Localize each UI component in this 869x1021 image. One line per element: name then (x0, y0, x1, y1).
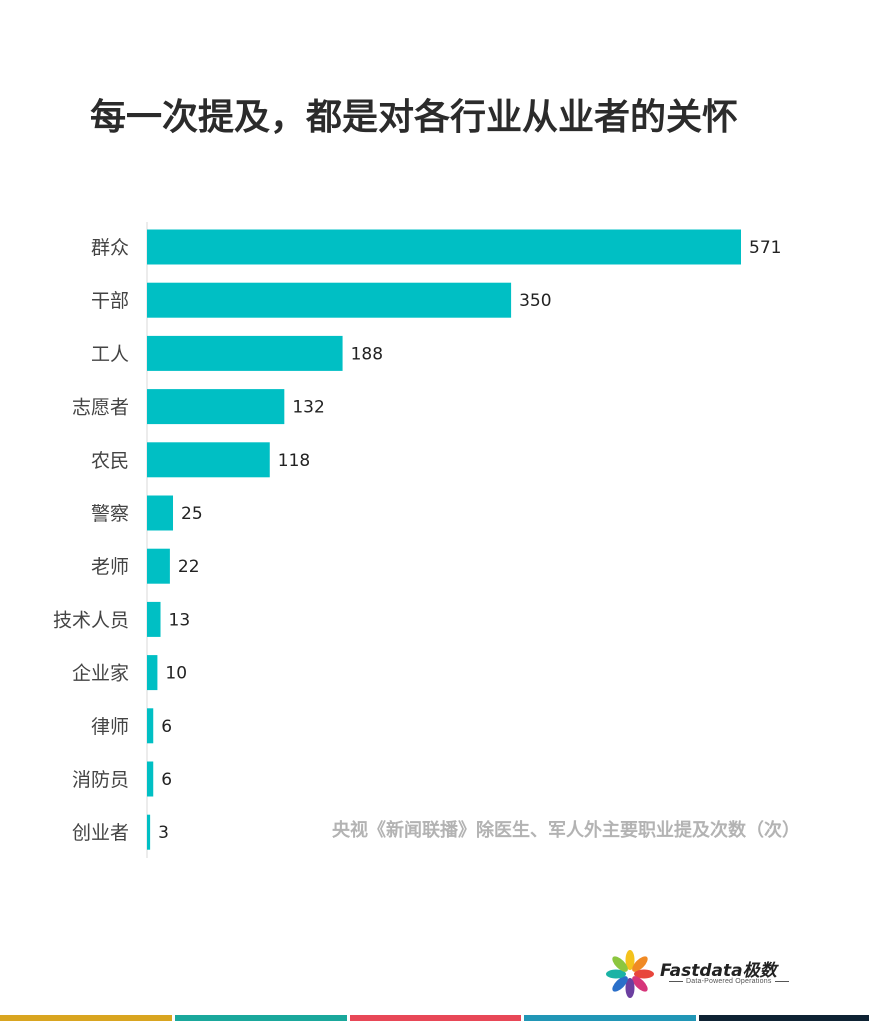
category-label: 老师 (91, 556, 129, 578)
bar (147, 282, 512, 318)
category-label: 干部 (91, 290, 129, 312)
value-label: 6 (161, 717, 172, 737)
footer-color-segment (0, 1015, 173, 1021)
value-label: 22 (178, 557, 200, 577)
bar (147, 335, 343, 371)
category-label: 技术人员 (53, 609, 129, 631)
flower-logo-icon (606, 950, 654, 998)
footer-color-segment (524, 1015, 696, 1021)
value-label: 118 (278, 451, 310, 471)
category-label: 企业家 (72, 663, 129, 685)
value-label: 6 (161, 770, 172, 790)
category-label: 工人 (91, 343, 129, 365)
brand-logo: Fastdata极数 Data-Powered Operations (604, 944, 804, 1004)
footer-color-segment (698, 1015, 869, 1021)
value-label: 10 (165, 664, 187, 684)
bar (147, 495, 174, 531)
chart-title: 每一次提及，都是对各行业从业者的关怀 (90, 97, 739, 138)
value-label: 188 (351, 344, 383, 364)
bar (147, 229, 741, 265)
bar (147, 389, 285, 425)
bar (147, 761, 154, 797)
value-label: 132 (292, 398, 324, 418)
value-label: 350 (519, 291, 551, 311)
value-label: 571 (749, 238, 781, 258)
footer-color-segment (349, 1015, 522, 1021)
value-label: 25 (181, 504, 203, 524)
bar (147, 655, 158, 691)
category-label: 群众 (91, 237, 129, 259)
brand-name: Fastdata极数 (660, 961, 777, 981)
bar (147, 442, 270, 478)
category-label: 农民 (91, 450, 129, 472)
value-label: 3 (158, 823, 169, 843)
bar-chart: 群众 571 干部 350 工人 188 志愿者 132 农民 118 警察 25 老师 22 技术人员 13… (53, 222, 800, 858)
category-label: 创业者 (72, 822, 129, 844)
category-label: 消防员 (72, 769, 129, 791)
category-label: 警察 (91, 503, 129, 525)
brand-tagline: Data-Powered Operations (666, 978, 792, 985)
bar (147, 601, 161, 637)
bar (147, 548, 170, 584)
category-label: 律师 (91, 716, 129, 738)
footer-color-bar (0, 1015, 869, 1021)
value-label: 13 (169, 610, 191, 630)
bar (147, 708, 154, 744)
chart-annotation: 央视《新闻联播》除医生、军人外主要职业提及次数（次） (332, 819, 800, 841)
footer-color-segment (175, 1015, 347, 1021)
bar (147, 814, 151, 850)
category-label: 志愿者 (72, 397, 129, 419)
